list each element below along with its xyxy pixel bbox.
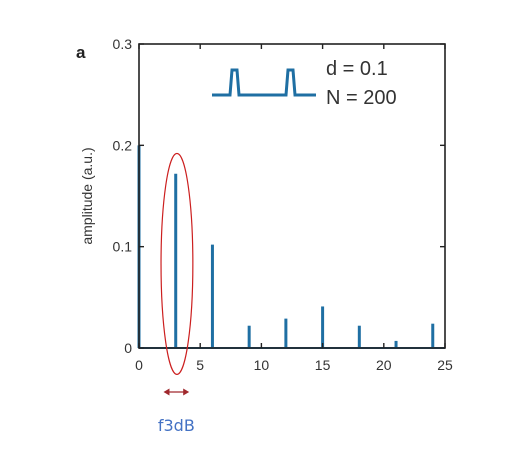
panel-label: a <box>76 43 86 62</box>
pulse-train-icon <box>212 68 316 97</box>
x-tick-label-0: 0 <box>135 357 143 373</box>
spike-series <box>137 145 445 349</box>
y-tick-label-0.3: 0.3 <box>113 36 133 52</box>
x-tick-label-20: 20 <box>376 357 392 373</box>
bandwidth-ellipse <box>160 152 194 375</box>
arrow-head-left <box>163 388 170 396</box>
x-tick-label-25: 25 <box>437 357 453 373</box>
x-tick-label-5: 5 <box>196 357 204 373</box>
plot-frame <box>138 43 446 349</box>
tick-labels: 0 0.1 0.2 0.3 0 5 10 15 20 25 <box>113 36 453 373</box>
f3db-label: f3dB <box>158 416 195 435</box>
axes <box>138 43 446 349</box>
y-axis-title: amplitude (a.u.) <box>79 147 95 244</box>
bandwidth-arrow <box>163 388 190 396</box>
x-tick-label-10: 10 <box>254 357 270 373</box>
legend: d = 0.1 N = 200 <box>212 58 397 109</box>
legend-d: d = 0.1 <box>326 58 388 80</box>
y-tick-label-0.2: 0.2 <box>113 137 133 153</box>
y-tick-label-0.1: 0.1 <box>113 239 133 255</box>
x-tick-label-15: 15 <box>315 357 331 373</box>
arrow-head-right <box>183 388 190 396</box>
y-tick-label-0: 0 <box>124 340 132 356</box>
legend-n: N = 200 <box>326 87 397 109</box>
